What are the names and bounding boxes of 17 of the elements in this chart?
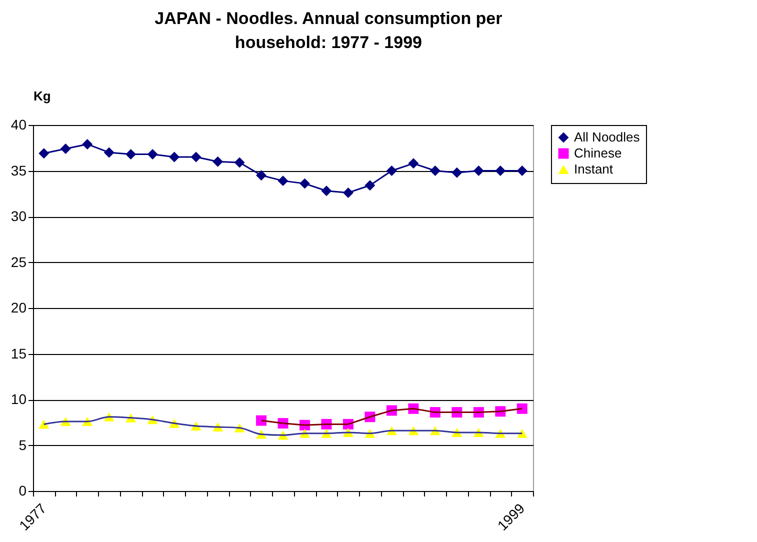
legend-label: All Noodles: [574, 130, 640, 144]
y-tick-label: 30: [10, 208, 27, 224]
y-tick-label: 5: [18, 436, 27, 453]
point: [516, 428, 528, 438]
legend-label: Instant: [574, 162, 614, 176]
y-tick-label: 40: [10, 116, 27, 132]
chart-title: JAPAN - Noodles. Annual consumption per household: 1977 - 1999: [154, 9, 503, 52]
y-tick-label: 10: [10, 391, 27, 407]
y-tick-label: 35: [10, 162, 27, 178]
y-axis-title: Kg: [34, 88, 51, 104]
y-tick-label: 25: [10, 254, 27, 270]
y-tick-label: 15: [10, 345, 27, 362]
point: [256, 415, 267, 426]
y-tick-label: 20: [10, 300, 27, 316]
point: [516, 403, 528, 414]
y-tick-label: 0: [18, 482, 27, 498]
legend-label: Chinese: [574, 146, 622, 160]
